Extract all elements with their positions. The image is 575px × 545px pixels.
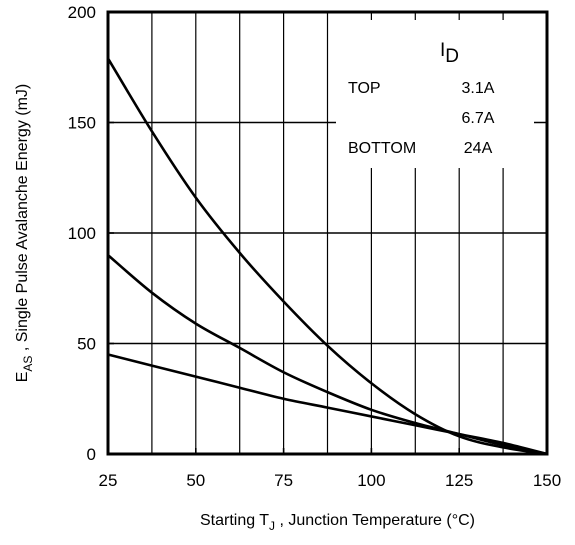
x-axis-label-prefix: Starting T [200, 512, 269, 529]
y-tick-label: 200 [68, 3, 96, 22]
x-tick-label: 50 [186, 471, 205, 490]
legend-box [336, 20, 534, 168]
legend-row-label: TOP [348, 80, 381, 97]
legend-header: ID [440, 40, 459, 67]
x-tick-label: 25 [99, 471, 118, 490]
y-axis-label-suffix: , Single Pulse Avalanche Energy (mJ) [14, 84, 31, 356]
series-group [106, 57, 549, 456]
x-axis-label: Starting TJ , Junction Temperature (°C) [200, 512, 475, 533]
x-tick-label: 100 [357, 471, 385, 490]
x-tick-label: 150 [533, 471, 561, 490]
legend-row-value: 24A [464, 140, 493, 157]
legend-header-prefix: I [440, 40, 445, 61]
y-tick-label: 0 [87, 445, 96, 464]
legend-row-label: BOTTOM [348, 140, 416, 157]
series-line-3 [106, 353, 549, 456]
y-tick-label: 100 [68, 224, 96, 243]
y-axis-label: EAS , Single Pulse Avalanche Energy (mJ) [14, 84, 35, 383]
x-axis-label-suffix: , Junction Temperature (°C) [275, 512, 475, 529]
legend-row-value: 6.7A [462, 110, 495, 127]
legend-row-value: 3.1A [462, 80, 495, 97]
x-tick-label: 125 [445, 471, 473, 490]
legend-background [336, 20, 534, 168]
y-tick-label: 150 [68, 114, 96, 133]
y-axis-label-subscript: AS [21, 356, 35, 372]
series-line-1 [106, 57, 549, 456]
x-axis-label-subscript: J [269, 519, 275, 533]
y-axis-label-prefix: E [14, 372, 31, 383]
legend-header-subscript: D [445, 46, 459, 67]
y-tick-label: 50 [77, 335, 96, 354]
legend: ID TOP 3.1A 6.7A BOTTOM 24A [348, 40, 495, 157]
x-tick-label: 75 [274, 471, 293, 490]
ticks: 25 50 75 100 125 150 0 50 100 150 200 [68, 3, 562, 490]
